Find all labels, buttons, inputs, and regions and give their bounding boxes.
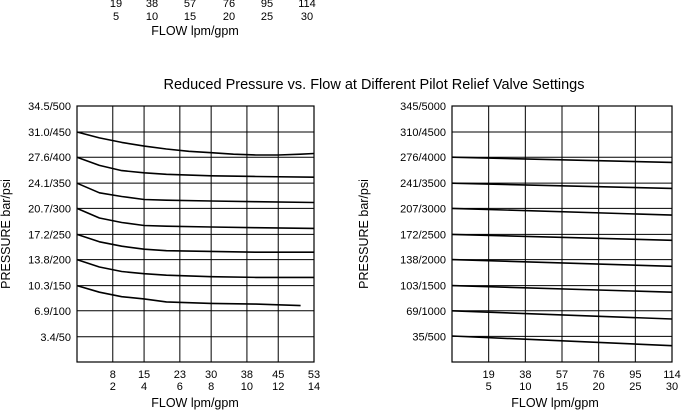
y-tick-label: 310/4500 (400, 127, 446, 139)
x-tick-label-lpm: 8 (110, 369, 116, 381)
y-tick-label: 20.7/300 (28, 203, 71, 215)
x-tick-label-gpm: 4 (141, 381, 147, 393)
top-strip-tick-gpm: 30 (301, 11, 313, 23)
y-tick-label: 207/3000 (400, 203, 446, 215)
x-tick-label-gpm: 14 (308, 381, 320, 393)
x-tick-label-lpm: 53 (308, 369, 320, 381)
x-tick-label-gpm: 12 (272, 381, 284, 393)
y-tick-label: 138/2000 (400, 255, 446, 267)
series-line (76, 131, 315, 156)
x-tick-label-gpm: 2 (110, 381, 116, 393)
y-tick-label: 31.0/450 (28, 127, 71, 139)
y-tick-label: 13.8/200 (28, 255, 71, 267)
x-tick-label-gpm: 20 (593, 381, 605, 393)
x-axis-label: FLOW lpm/gpm (151, 396, 239, 410)
y-tick-label: 276/4000 (400, 152, 446, 164)
series-line (451, 207, 673, 216)
series-line (76, 258, 314, 279)
top-strip-tick-lpm: 38 (146, 0, 158, 10)
top-strip-tick-gpm: 15 (184, 11, 196, 23)
series-line (451, 156, 673, 164)
series-line (76, 233, 314, 253)
x-tick-label-gpm: 5 (486, 381, 492, 393)
y-tick-label: 345/5000 (400, 101, 446, 113)
series-line (76, 182, 315, 204)
y-tick-label: 24.1/350 (28, 178, 71, 190)
x-tick-label-gpm: 10 (241, 381, 253, 393)
x-tick-label-gpm: 30 (666, 381, 678, 393)
x-tick-label-gpm: 25 (629, 381, 641, 393)
top-strip-tick-lpm: 19 (110, 0, 122, 10)
top-strip-xlabel: FLOW lpm/gpm (151, 24, 239, 38)
plot-frame (76, 105, 315, 363)
y-tick-label: 10.3/150 (28, 281, 71, 293)
y-tick-label: 172/2500 (400, 229, 446, 241)
x-tick-label-lpm: 38 (519, 369, 531, 381)
x-tick-label-gpm: 10 (519, 381, 531, 393)
y-tick-label: 69/1000 (406, 306, 446, 318)
right-chart: 35/500 69/1000 103/1500 138/2000 172/2500 207… (357, 101, 681, 410)
top-strip-tick-lpm: 57 (184, 0, 196, 10)
y-tick-label: 34.5/500 (28, 101, 71, 113)
x-tick-label-gpm: 15 (556, 381, 568, 393)
x-tick-label-lpm: 76 (593, 369, 605, 381)
top-strip-tick-gpm: 5 (113, 11, 119, 23)
series-line (451, 335, 673, 347)
x-tick-label-lpm: 45 (272, 369, 284, 381)
series-line (76, 284, 301, 307)
series-line (451, 310, 673, 320)
y-tick-label: 27.6/400 (28, 152, 71, 164)
chart-title: Reduced Pressure vs. Flow at Different P… (164, 77, 585, 93)
series-line (451, 258, 673, 268)
x-tick-label-lpm: 57 (556, 369, 568, 381)
top-strip-tick-lpm: 95 (261, 0, 273, 10)
y-tick-label: 3.4/50 (40, 332, 71, 344)
y-axis-label: PRESSURE bar/psi (0, 179, 13, 289)
x-tick-label-gpm: 6 (177, 381, 183, 393)
x-tick-label-lpm: 38 (241, 369, 253, 381)
x-tick-label-lpm: 23 (174, 369, 186, 381)
x-tick-label-lpm: 30 (205, 369, 217, 381)
series-line (451, 284, 673, 293)
x-tick-label-lpm: 114 (663, 369, 681, 381)
top-strip-tick-lpm: 114 (298, 0, 316, 10)
y-tick-label: 17.2/250 (28, 229, 71, 241)
x-tick-label-lpm: 95 (629, 369, 641, 381)
y-axis-label: PRESSURE bar/psi (357, 179, 371, 289)
y-tick-label: 6.9/100 (34, 306, 71, 318)
top-strip-tick-gpm: 20 (223, 11, 235, 23)
top-strip-tick-lpm: 76 (223, 0, 235, 10)
series-line (451, 233, 673, 242)
x-tick-label-lpm: 15 (138, 369, 150, 381)
y-tick-label: 35/500 (412, 331, 446, 343)
top-strip-tick-gpm: 25 (261, 11, 273, 23)
series-line (451, 182, 673, 190)
x-tick-label-lpm: 19 (483, 369, 495, 381)
y-tick-label: 103/1500 (400, 281, 446, 293)
series-line (76, 207, 315, 230)
left-chart: 3.4/50 6.9/100 10.3/150 13.8/200 17.2/250 20.… (0, 101, 320, 410)
top-strip-tick-gpm: 10 (146, 11, 158, 23)
series-line (76, 156, 315, 178)
top-strip: 19 38 57 76 95 114 5 10 15 20 25 30 FLOW lpm/gpm (110, 0, 316, 38)
x-axis-label: FLOW lpm/gpm (511, 396, 599, 410)
x-tick-label-gpm: 8 (208, 381, 214, 393)
plot-frame (451, 105, 673, 363)
y-tick-label: 241/3500 (400, 178, 446, 190)
